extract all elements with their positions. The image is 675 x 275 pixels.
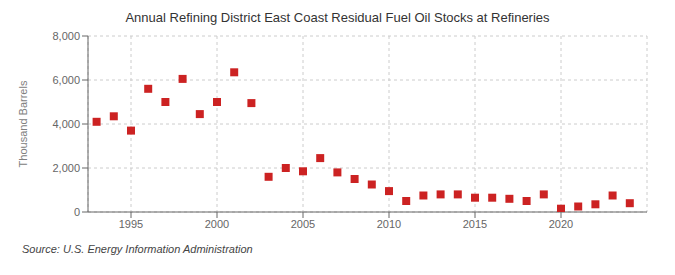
svg-text:2,000: 2,000 (52, 162, 80, 174)
svg-text:4,000: 4,000 (52, 118, 80, 130)
svg-text:2010: 2010 (377, 218, 401, 230)
svg-text:2015: 2015 (463, 218, 487, 230)
svg-text:2020: 2020 (549, 218, 573, 230)
svg-text:8,000: 8,000 (52, 30, 80, 42)
svg-text:2005: 2005 (291, 218, 315, 230)
html-text:Source: U.S. Energy Informatio: Source: U.S. Energy Information Administ… (22, 243, 253, 255)
svg-text:0: 0 (74, 206, 80, 218)
svg-text:2000: 2000 (205, 218, 229, 230)
html-text:Annual Refining District East: Annual Refining District East Coast Resi… (125, 10, 550, 25)
svg-text:1995: 1995 (119, 218, 143, 230)
svg-text:Thousand Barrels: Thousand Barrels (17, 80, 29, 167)
svg-text:6,000: 6,000 (52, 74, 80, 86)
